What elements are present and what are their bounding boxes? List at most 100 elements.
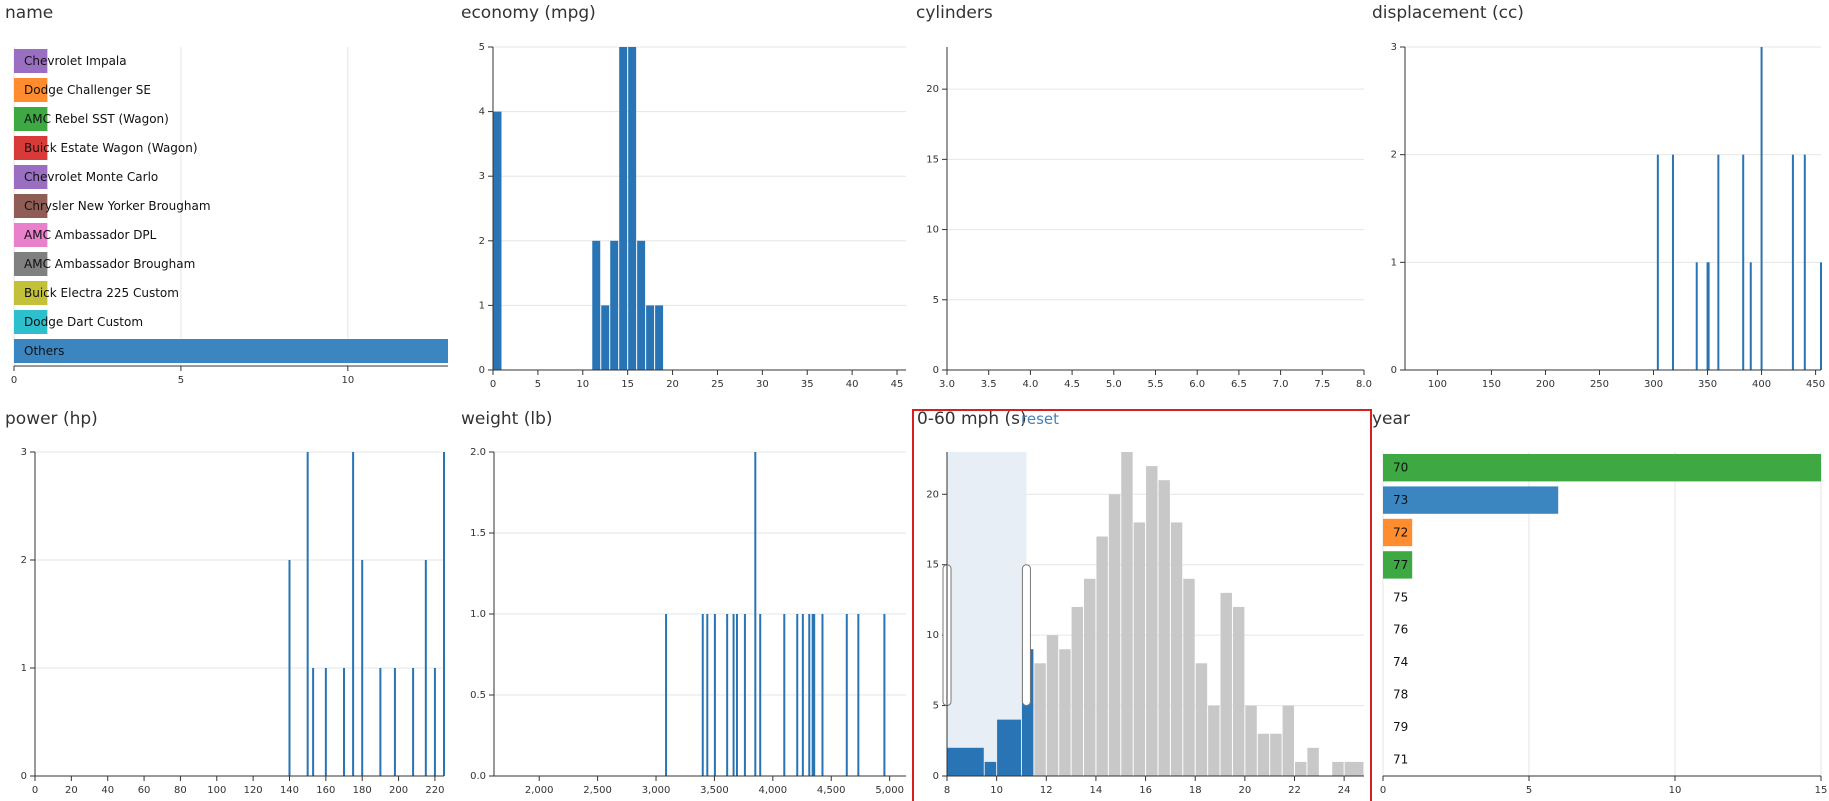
histogram-bar-acceleration[interactable] <box>1059 649 1071 776</box>
histogram-bar-displacement[interactable] <box>1791 154 1794 370</box>
histogram-bar-acceleration[interactable] <box>1195 663 1208 776</box>
histogram-bar-displacement[interactable] <box>1742 154 1745 370</box>
histogram-bar-acceleration[interactable] <box>1021 649 1034 776</box>
histogram-bar-weight[interactable] <box>811 614 814 776</box>
histogram-bar-economy[interactable] <box>646 305 655 370</box>
row-label-name[interactable]: Chevrolet Monte Carlo <box>24 170 158 184</box>
row-bar-name[interactable] <box>14 223 48 247</box>
histogram-bar-acceleration[interactable] <box>1121 452 1133 776</box>
histogram-bar-economy[interactable] <box>601 305 610 370</box>
histogram-bar-economy[interactable] <box>637 240 646 370</box>
histogram-bar-weight[interactable] <box>754 452 757 776</box>
histogram-bar-acceleration[interactable] <box>1133 522 1146 776</box>
row-label-name[interactable]: Buick Electra 225 Custom <box>24 286 179 300</box>
row-label-name[interactable]: Buick Estate Wagon (Wagon) <box>24 141 198 155</box>
histogram-bar-power[interactable] <box>352 452 355 776</box>
histogram-bar-weight[interactable] <box>759 614 762 776</box>
row-label-name[interactable]: Dodge Dart Custom <box>24 315 143 329</box>
histogram-bar-power[interactable] <box>424 560 427 776</box>
histogram-bar-acceleration[interactable] <box>1046 635 1059 776</box>
row-label-year[interactable]: 78 <box>1393 688 1408 702</box>
histogram-bar-economy[interactable] <box>493 111 502 370</box>
row-label-year[interactable]: 75 <box>1393 590 1408 604</box>
histogram-bar-acceleration[interactable] <box>1096 536 1108 776</box>
histogram-bar-weight[interactable] <box>732 614 735 776</box>
row-label-year[interactable]: 76 <box>1393 623 1408 637</box>
row-bar-year[interactable] <box>1383 518 1413 547</box>
histogram-bar-acceleration[interactable] <box>1208 705 1220 776</box>
histogram-bar-power[interactable] <box>306 452 309 776</box>
row-label-name[interactable]: AMC Ambassador DPL <box>24 228 157 242</box>
histogram-bar-displacement[interactable] <box>1671 154 1674 370</box>
histogram-bar-acceleration[interactable] <box>984 761 997 776</box>
histogram-bar-power[interactable] <box>312 668 315 776</box>
histogram-bar-acceleration[interactable] <box>1170 522 1183 776</box>
histogram-bar-economy[interactable] <box>610 240 619 370</box>
row-bar-name[interactable] <box>14 107 48 131</box>
row-label-year[interactable]: 71 <box>1393 752 1408 766</box>
histogram-bar-displacement[interactable] <box>1707 262 1710 370</box>
histogram-bar-acceleration[interactable] <box>1245 705 1257 776</box>
row-label-name[interactable]: AMC Rebel SST (Wagon) <box>24 112 169 126</box>
row-label-name[interactable]: Others <box>24 344 64 358</box>
histogram-bar-acceleration[interactable] <box>1257 733 1270 776</box>
row-bar-name[interactable] <box>14 281 48 305</box>
histogram-bar-power[interactable] <box>412 668 415 776</box>
histogram-bar-displacement[interactable] <box>1717 154 1720 370</box>
histogram-bar-weight[interactable] <box>857 614 860 776</box>
histogram-bar-weight[interactable] <box>808 614 811 776</box>
row-bar-name[interactable] <box>14 165 48 189</box>
histogram-bar-acceleration[interactable] <box>947 747 984 776</box>
histogram-bar-acceleration[interactable] <box>1071 606 1084 776</box>
row-label-name[interactable]: Chevrolet Impala <box>24 54 127 68</box>
histogram-bar-acceleration[interactable] <box>1270 733 1282 776</box>
histogram-bar-acceleration[interactable] <box>1220 592 1232 776</box>
histogram-bar-power[interactable] <box>443 452 445 776</box>
reset-link[interactable]: reset <box>1021 410 1059 428</box>
row-bar-year[interactable] <box>1383 454 1821 482</box>
histogram-bar-weight[interactable] <box>735 614 738 776</box>
row-bar-name[interactable] <box>14 310 48 334</box>
histogram-bar-acceleration[interactable] <box>1146 466 1158 776</box>
row-label-year[interactable]: 77 <box>1393 558 1408 572</box>
histogram-bar-weight[interactable] <box>783 614 786 776</box>
histogram-bar-acceleration[interactable] <box>1034 663 1046 776</box>
histogram-bar-acceleration[interactable] <box>1183 578 1195 776</box>
histogram-bar-acceleration[interactable] <box>997 719 1021 776</box>
histogram-bar-displacement[interactable] <box>1695 262 1698 370</box>
row-label-year[interactable]: 73 <box>1393 493 1408 507</box>
histogram-bar-economy[interactable] <box>655 305 664 370</box>
histogram-bar-weight[interactable] <box>726 614 729 776</box>
histogram-bar-power[interactable] <box>324 668 327 776</box>
row-bar-year[interactable] <box>1383 551 1413 579</box>
row-bar-name[interactable] <box>14 339 448 363</box>
histogram-bar-weight[interactable] <box>813 614 816 776</box>
histogram-bar-displacement[interactable] <box>1803 154 1806 370</box>
histogram-bar-acceleration[interactable] <box>1084 578 1096 776</box>
histogram-bar-weight[interactable] <box>665 614 668 776</box>
histogram-bar-displacement[interactable] <box>1656 154 1659 370</box>
histogram-bar-power[interactable] <box>361 560 364 776</box>
row-bar-name[interactable] <box>14 49 48 73</box>
row-bar-year[interactable] <box>1383 486 1559 514</box>
row-label-year[interactable]: 74 <box>1393 655 1408 669</box>
histogram-bar-economy[interactable] <box>628 47 637 370</box>
histogram-bar-weight[interactable] <box>883 614 886 776</box>
histogram-bar-power[interactable] <box>343 668 346 776</box>
row-label-name[interactable]: Chrysler New Yorker Brougham <box>24 199 211 213</box>
histogram-bar-weight[interactable] <box>743 614 746 776</box>
histogram-bar-acceleration[interactable] <box>1232 606 1245 776</box>
histogram-bar-weight[interactable] <box>845 614 848 776</box>
row-label-year[interactable]: 79 <box>1393 720 1408 734</box>
histogram-bar-power[interactable] <box>379 668 382 776</box>
histogram-bar-acceleration[interactable] <box>1307 747 1319 776</box>
histogram-bar-acceleration[interactable] <box>1282 705 1294 776</box>
row-bar-name[interactable] <box>14 194 48 218</box>
histogram-bar-economy[interactable] <box>592 240 601 370</box>
histogram-bar-acceleration[interactable] <box>1344 761 1364 776</box>
histogram-bar-weight[interactable] <box>701 614 704 776</box>
row-label-name[interactable]: AMC Ambassador Brougham <box>24 257 195 271</box>
histogram-bar-acceleration[interactable] <box>1108 494 1121 776</box>
histogram-bar-economy[interactable] <box>619 47 628 370</box>
row-bar-name[interactable] <box>14 78 48 102</box>
